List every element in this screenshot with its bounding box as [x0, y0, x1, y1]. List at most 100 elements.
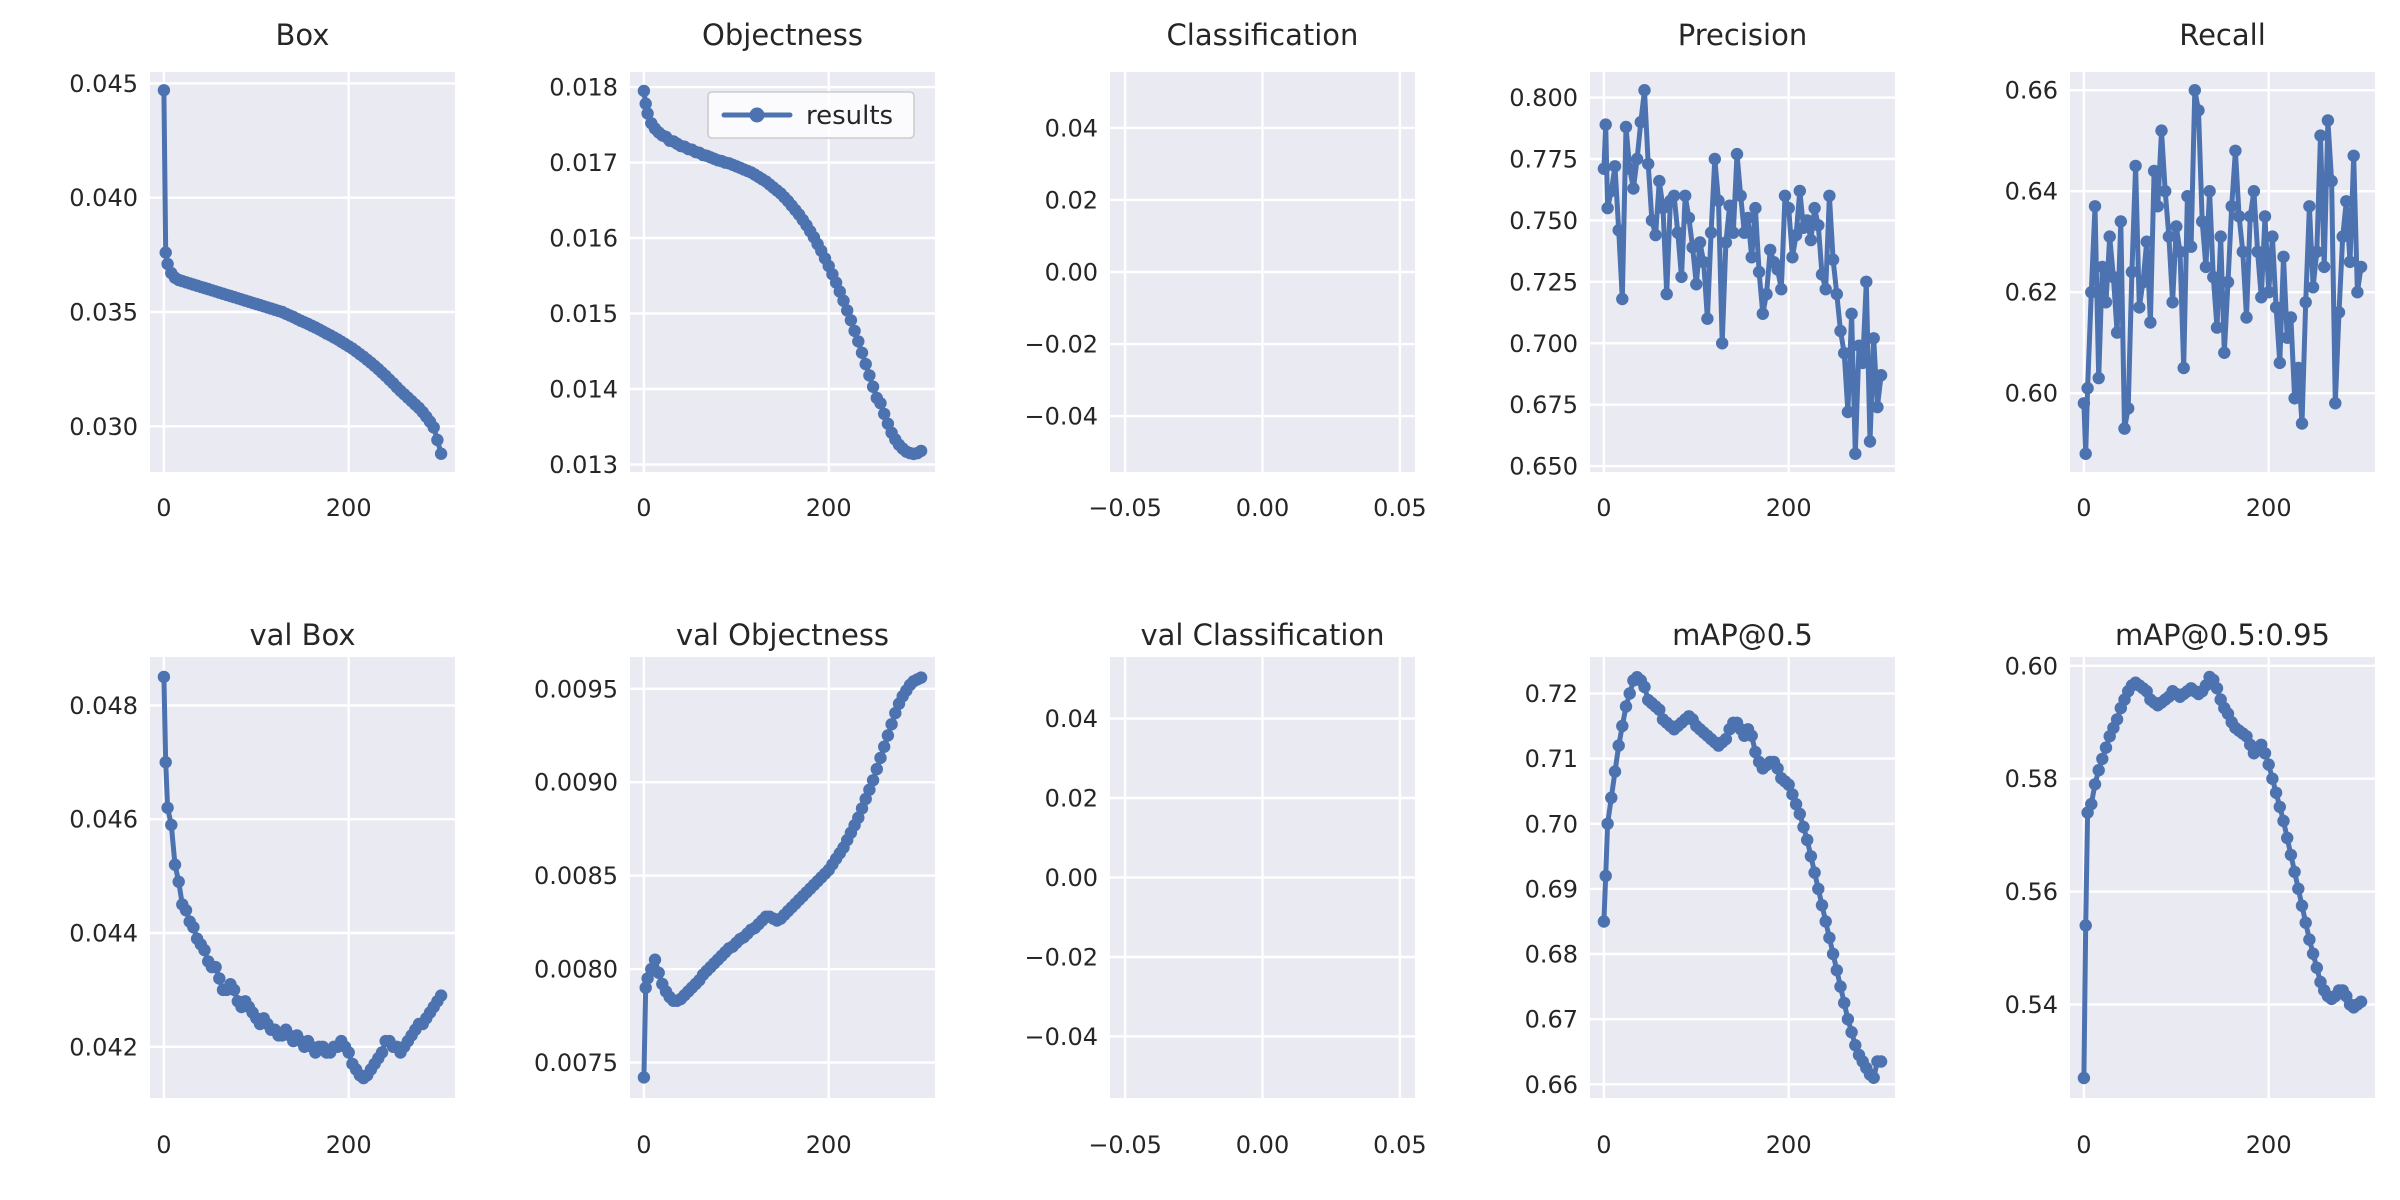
y-tick-labels: 0.54 0.56 0.58 0.60: [2005, 652, 2058, 1019]
axes-background: [150, 72, 455, 472]
svg-text:0.650: 0.650: [1509, 453, 1578, 481]
map05-plot-canvas: 0.66 0.67 0.68 0.69 0.70 0.71 0.72 0 200: [1525, 657, 1895, 1159]
svg-text:0.042: 0.042: [69, 1033, 138, 1061]
results-markers: [637, 671, 928, 1084]
svg-text:0.60: 0.60: [2005, 652, 2058, 680]
svg-text:0.70: 0.70: [1525, 810, 1578, 838]
subplot-title: mAP@0.5:0.95: [2114, 618, 2331, 652]
classification-plot-canvas: −0.04 −0.02 0.00 0.02 0.04 −0.05 0.00 0.05: [1024, 72, 1427, 522]
gridlines: [1110, 657, 1415, 1098]
svg-text:200: 200: [326, 1131, 372, 1159]
svg-text:0.016: 0.016: [549, 225, 618, 253]
y-tick-labels: 0.66 0.67 0.68 0.69 0.70 0.71 0.72: [1525, 680, 1578, 1099]
svg-text:0.048: 0.048: [69, 692, 138, 720]
x-tick-labels: 0 200: [636, 1131, 851, 1159]
objectness-plot-canvas: 0.013 0.014 0.015 0.016 0.017 0.018 0 200 result…: [549, 72, 935, 522]
svg-text:0.00: 0.00: [1236, 1131, 1289, 1159]
box-plot-canvas: 0.030 0.035 0.040 0.045 0 200: [69, 70, 455, 522]
svg-text:200: 200: [1766, 494, 1812, 522]
svg-text:200: 200: [326, 494, 372, 522]
svg-text:0.044: 0.044: [69, 920, 138, 948]
svg-text:0.0080: 0.0080: [534, 956, 618, 984]
axes-background: [630, 657, 935, 1098]
svg-text:0.66: 0.66: [2005, 77, 2058, 105]
svg-text:0.00: 0.00: [1045, 259, 1098, 287]
svg-text:−0.05: −0.05: [1088, 1131, 1162, 1159]
x-tick-labels: 0 200: [636, 494, 851, 522]
results-markers: [157, 84, 448, 460]
y-tick-labels: −0.04 −0.02 0.00 0.02 0.04: [1024, 705, 1098, 1051]
svg-text:0.04: 0.04: [1045, 114, 1098, 142]
svg-text:0.014: 0.014: [549, 376, 618, 404]
svg-text:0.05: 0.05: [1373, 494, 1426, 522]
svg-text:0.800: 0.800: [1509, 84, 1578, 112]
svg-text:200: 200: [2246, 1131, 2292, 1159]
x-tick-labels: 0 200: [1596, 1131, 1811, 1159]
svg-text:0.675: 0.675: [1509, 391, 1578, 419]
results-markers: [2077, 670, 2368, 1085]
subplot-precision: 0.650 0.675 0.700 0.725 0.750 0.775 0.800 0 200 …: [1440, 0, 1920, 600]
map05095-plot-canvas: 0.54 0.56 0.58 0.60 0 200: [2005, 652, 2375, 1159]
svg-text:−0.02: −0.02: [1024, 331, 1098, 359]
svg-text:0.030: 0.030: [69, 413, 138, 441]
subplot-title: Precision: [1677, 18, 1808, 52]
svg-text:0.04: 0.04: [1045, 705, 1098, 733]
svg-text:0.72: 0.72: [1525, 680, 1578, 708]
recall-plot-canvas: 0.60 0.62 0.64 0.66 0 200: [2005, 72, 2375, 522]
subplot-title: mAP@0.5: [1672, 618, 1813, 652]
axes-background: [150, 657, 455, 1098]
svg-text:0.58: 0.58: [2005, 765, 2058, 793]
svg-text:0.02: 0.02: [1045, 186, 1098, 214]
x-tick-labels: −0.05 0.00 0.05: [1088, 494, 1426, 522]
results-markers: [1597, 84, 1888, 460]
svg-text:0: 0: [2076, 494, 2091, 522]
y-tick-labels: 0.042 0.044 0.046 0.048: [69, 692, 138, 1061]
svg-text:200: 200: [806, 494, 852, 522]
subplot-box: 0.030 0.035 0.040 0.045 0 200 Box: [0, 0, 480, 600]
svg-text:0.05: 0.05: [1373, 1131, 1426, 1159]
svg-text:−0.04: −0.04: [1024, 403, 1098, 431]
val-classification-plot-canvas: −0.04 −0.02 0.00 0.02 0.04 −0.05 0.00 0.05: [1024, 657, 1427, 1159]
val-box-plot-canvas: 0.042 0.044 0.046 0.048 0 200: [69, 657, 455, 1159]
precision-plot-canvas: 0.650 0.675 0.700 0.725 0.750 0.775 0.800 0 200: [1509, 72, 1895, 522]
svg-text:0.035: 0.035: [69, 299, 138, 327]
svg-text:0.67: 0.67: [1525, 1006, 1578, 1034]
svg-text:0.013: 0.013: [549, 451, 618, 479]
y-tick-labels: 0.030 0.035 0.040 0.045: [69, 70, 138, 441]
svg-text:0.046: 0.046: [69, 806, 138, 834]
svg-text:0.71: 0.71: [1525, 745, 1578, 773]
y-tick-labels: 0.013 0.014 0.015 0.016 0.017 0.018: [549, 74, 618, 479]
x-tick-labels: −0.05 0.00 0.05: [1088, 1131, 1426, 1159]
x-tick-labels: 0 200: [2076, 494, 2291, 522]
subplot-recall: 0.60 0.62 0.64 0.66 0 200 Recall: [1920, 0, 2400, 600]
subplot-classification: −0.04 −0.02 0.00 0.02 0.04 −0.05 0.00 0.05 Clas…: [960, 0, 1440, 600]
results-markers: [2077, 84, 2368, 460]
y-tick-labels: −0.04 −0.02 0.00 0.02 0.04: [1024, 114, 1098, 430]
subplot-val-box: 0.042 0.044 0.046 0.048 0 200 val Box: [0, 600, 480, 1200]
subplot-title: val Box: [249, 618, 356, 652]
x-tick-labels: 0 200: [156, 1131, 371, 1159]
svg-text:−0.05: −0.05: [1088, 494, 1162, 522]
svg-text:0.56: 0.56: [2005, 878, 2058, 906]
x-tick-labels: 0 200: [2076, 1131, 2291, 1159]
subplot-title: val Classification: [1140, 618, 1385, 652]
subplot-val-classification: −0.04 −0.02 0.00 0.02 0.04 −0.05 0.00 0.05 val …: [960, 600, 1440, 1200]
svg-text:0.62: 0.62: [2005, 279, 2058, 307]
svg-text:0.02: 0.02: [1045, 785, 1098, 813]
svg-text:0: 0: [2076, 1131, 2091, 1159]
subplot-map05: 0.66 0.67 0.68 0.69 0.70 0.71 0.72 0 200 mAP@0.5: [1440, 600, 1920, 1200]
svg-text:0.54: 0.54: [2005, 991, 2058, 1019]
svg-text:0.0090: 0.0090: [534, 769, 618, 797]
axes-background: [2070, 657, 2375, 1098]
svg-text:0: 0: [636, 494, 651, 522]
svg-text:0.0085: 0.0085: [534, 862, 618, 890]
svg-text:0: 0: [156, 1131, 171, 1159]
svg-text:0.68: 0.68: [1525, 941, 1578, 969]
val-objectness-plot-canvas: 0.0075 0.0080 0.0085 0.0090 0.0095 0 200: [534, 657, 935, 1159]
subplot-title: Recall: [2179, 18, 2266, 52]
svg-text:200: 200: [1766, 1131, 1812, 1159]
svg-text:0.00: 0.00: [1045, 864, 1098, 892]
svg-text:0.040: 0.040: [69, 184, 138, 212]
subplot-title: Box: [275, 18, 330, 52]
